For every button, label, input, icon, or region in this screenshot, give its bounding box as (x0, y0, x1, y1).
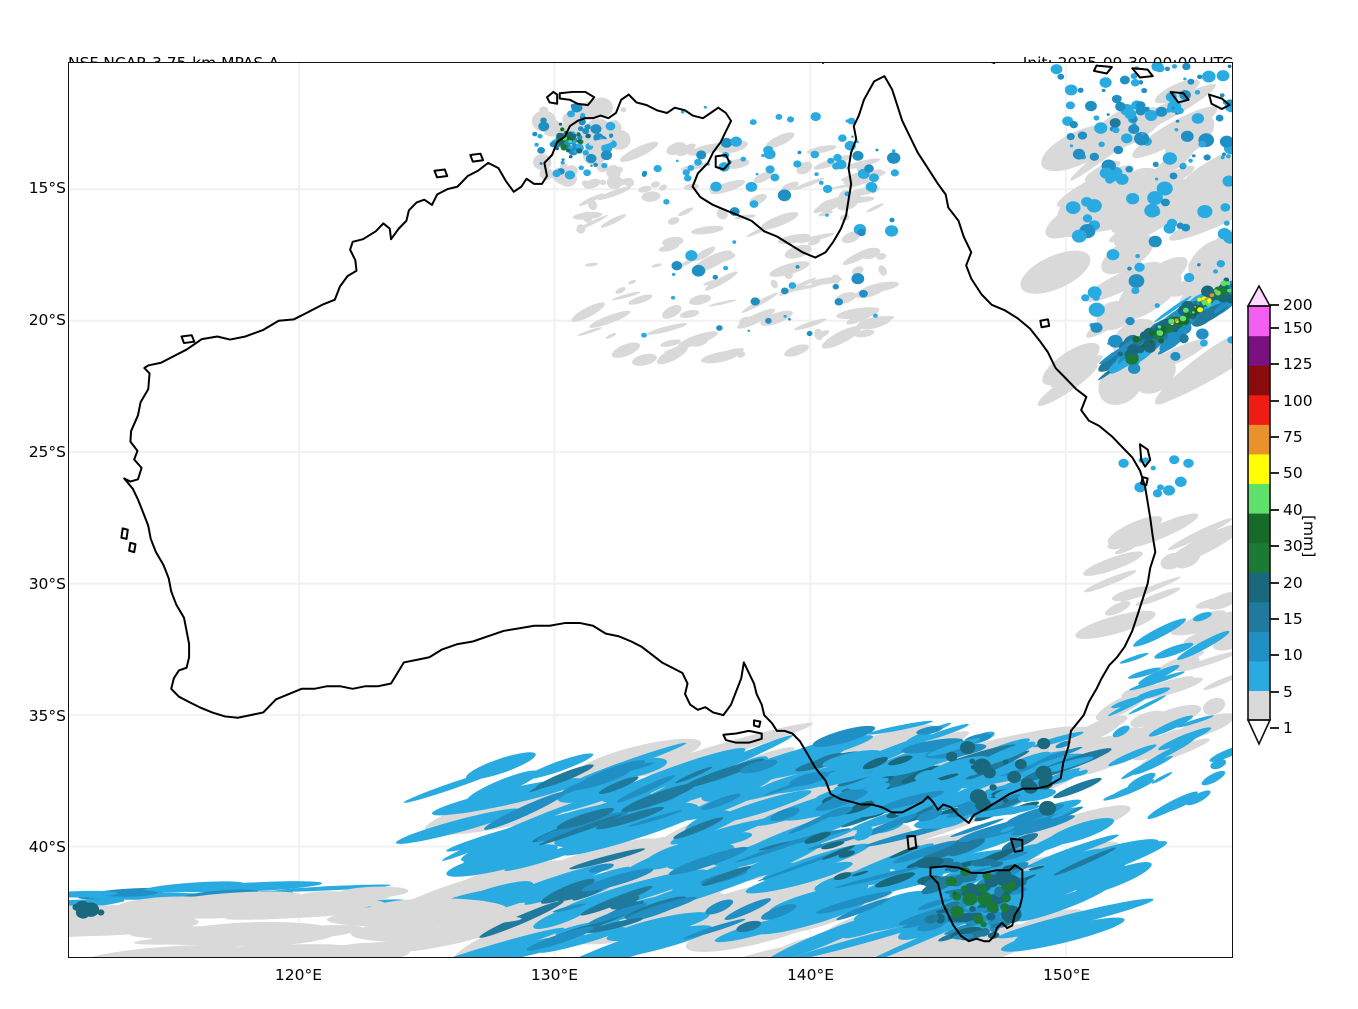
colorbar-tick-label: 30 (1283, 537, 1303, 555)
colorbar-tick-label: 1 (1283, 719, 1293, 737)
colorbar-tick-label: 50 (1283, 464, 1303, 482)
longitude-tick-label: 130°E (530, 966, 579, 984)
colorbar-tick-label: 5 (1283, 683, 1293, 701)
coastline-layer (120, 63, 1231, 943)
latitude-tick-label: 20°S (28, 311, 66, 330)
latitude-tick-label: 30°S (28, 574, 66, 593)
latitude-tick-label: 35°S (28, 706, 66, 725)
map-plot-area[interactable] (68, 62, 1233, 958)
colorbar-tick-label: 15 (1283, 610, 1303, 628)
colorbar-tick-label: 10 (1283, 646, 1303, 664)
latitude-tick-label: 25°S (28, 443, 66, 462)
colorbar-gradient (1246, 284, 1279, 746)
colorbar-tick-label: 200 (1283, 296, 1313, 314)
precipitation-map (69, 63, 1232, 957)
longitude-tick-label: 140°E (786, 966, 835, 984)
colorbar-tick-label: 75 (1283, 428, 1303, 446)
colorbar-tick-label: 20 (1283, 574, 1303, 592)
colorbar-tick-label: 100 (1283, 392, 1313, 410)
latitude-tick-label: 40°S (28, 838, 66, 857)
colorbar-units-label: [mm] (1300, 515, 1318, 558)
longitude-tick-label: 150°E (1042, 966, 1091, 984)
colorbar-tick-label: 125 (1283, 355, 1313, 373)
latitude-tick-label: 15°S (28, 179, 66, 198)
precipitation-field (69, 63, 1232, 957)
colorbar-tick-label: 150 (1283, 319, 1313, 337)
longitude-tick-label: 120°E (274, 966, 323, 984)
colorbar-tick-label: 40 (1283, 501, 1303, 519)
colorbar[interactable] (1246, 284, 1279, 746)
